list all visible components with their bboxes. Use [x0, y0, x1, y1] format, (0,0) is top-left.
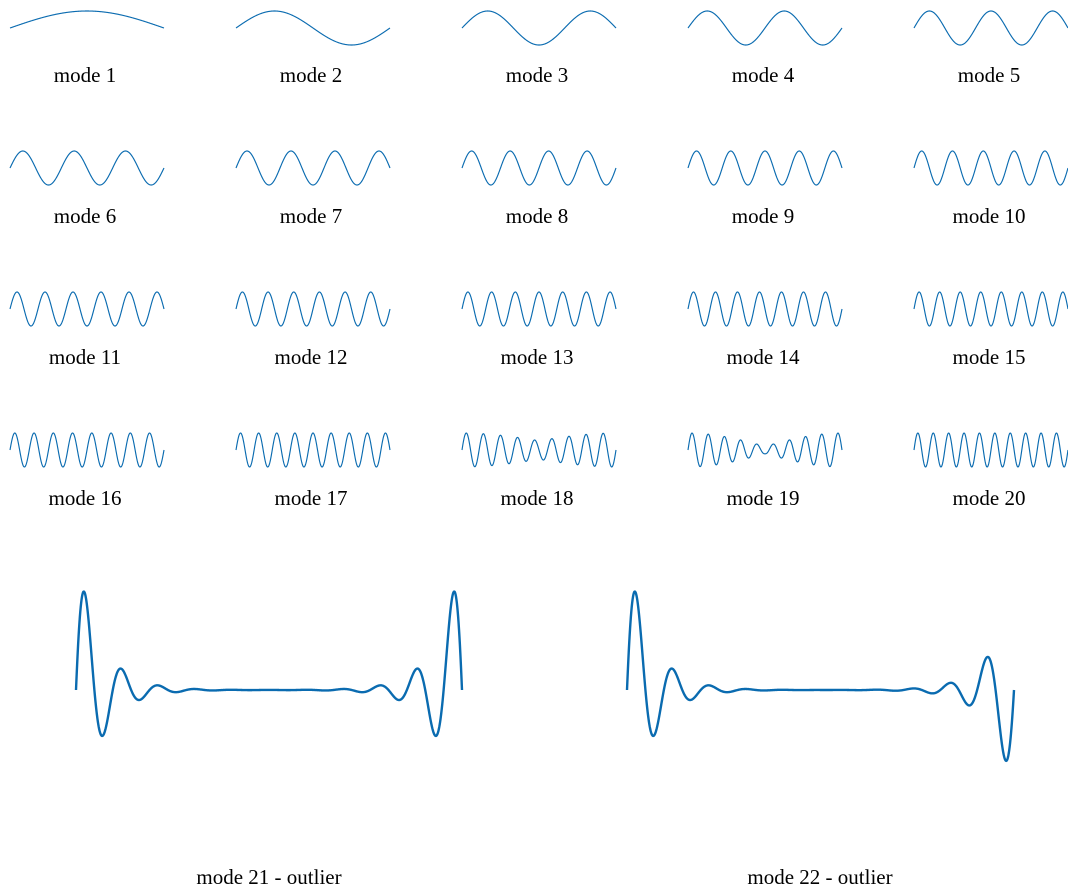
- mode-label: mode 3: [506, 63, 568, 87]
- mode-panel: mode 6: [9, 150, 165, 228]
- mode-shape-curve: [235, 291, 391, 327]
- mode-shape-curve: [913, 10, 1068, 46]
- mode-label: mode 14: [727, 345, 800, 369]
- mode-shape-curve: [913, 432, 1068, 468]
- mode-label: mode 10: [953, 204, 1026, 228]
- mode-shape-curve: [9, 432, 165, 468]
- mode-label: mode 4: [732, 63, 795, 87]
- mode-shape-curve: [9, 150, 165, 186]
- mode-panel: mode 3: [461, 10, 617, 87]
- mode-panel: mode 12: [235, 291, 391, 369]
- mode-panel: mode 11: [9, 291, 165, 369]
- mode-label: mode 22 - outlier: [747, 865, 892, 888]
- mode-shape-curve: [74, 590, 464, 738]
- mode-panel: mode 4: [687, 10, 843, 87]
- mode-label: mode 5: [958, 63, 1020, 87]
- mode-label: mode 16: [49, 486, 122, 510]
- mode-label: mode 17: [275, 486, 348, 510]
- mode-label: mode 18: [501, 486, 574, 510]
- mode-panel: mode 7: [235, 150, 391, 228]
- mode-shape-curve: [461, 10, 617, 46]
- mode-shape-curve: [235, 10, 391, 46]
- mode-shape-curve: [687, 432, 843, 468]
- mode-shape-curve: [461, 150, 617, 186]
- mode-label: mode 6: [54, 204, 116, 228]
- mode-panel: mode 15: [913, 291, 1068, 369]
- mode-label: mode 11: [49, 345, 121, 369]
- mode-label: mode 7: [280, 204, 342, 228]
- mode-panel: mode 21 - outlier: [74, 590, 464, 888]
- mode-label: mode 15: [953, 345, 1026, 369]
- mode-panel: mode 14: [687, 291, 843, 369]
- mode-shape-curve: [913, 150, 1068, 186]
- mode-panel: mode 18: [461, 432, 617, 510]
- mode-label: mode 1: [54, 63, 116, 87]
- mode-panel: mode 13: [461, 291, 617, 369]
- mode-label: mode 21 - outlier: [196, 865, 341, 888]
- mode-label: mode 2: [280, 63, 342, 87]
- mode-panel: mode 5: [913, 10, 1068, 87]
- mode-shape-curve: [461, 291, 617, 327]
- mode-shape-curve: [461, 432, 617, 468]
- mode-panel: mode 20: [913, 432, 1068, 510]
- mode-label: mode 20: [953, 486, 1026, 510]
- mode-panel: mode 10: [913, 150, 1068, 228]
- mode-panel: mode 22 - outlier: [625, 590, 1016, 888]
- mode-label: mode 8: [506, 204, 568, 228]
- mode-panel: mode 2: [235, 10, 391, 87]
- mode-panel: mode 1: [9, 10, 165, 87]
- mode-panel: mode 19: [687, 432, 843, 510]
- mode-label: mode 13: [501, 345, 574, 369]
- mode-shape-curve: [235, 150, 391, 186]
- mode-shape-curve: [913, 291, 1068, 327]
- mode-label: mode 12: [275, 345, 348, 369]
- mode-shape-curve: [9, 291, 165, 327]
- mode-panel: mode 8: [461, 150, 617, 228]
- mode-panel: mode 16: [9, 432, 165, 510]
- mode-panel: mode 17: [235, 432, 391, 510]
- mode-shape-curve: [235, 432, 391, 468]
- mode-shape-curve: [687, 150, 843, 186]
- mode-shape-curve: [687, 10, 843, 46]
- mode-shape-curve: [625, 590, 1016, 763]
- mode-label: mode 9: [732, 204, 794, 228]
- mode-panel: mode 9: [687, 150, 843, 228]
- mode-shape-curve: [687, 291, 843, 327]
- mode-shape-curve: [9, 10, 165, 29]
- mode-label: mode 19: [727, 486, 800, 510]
